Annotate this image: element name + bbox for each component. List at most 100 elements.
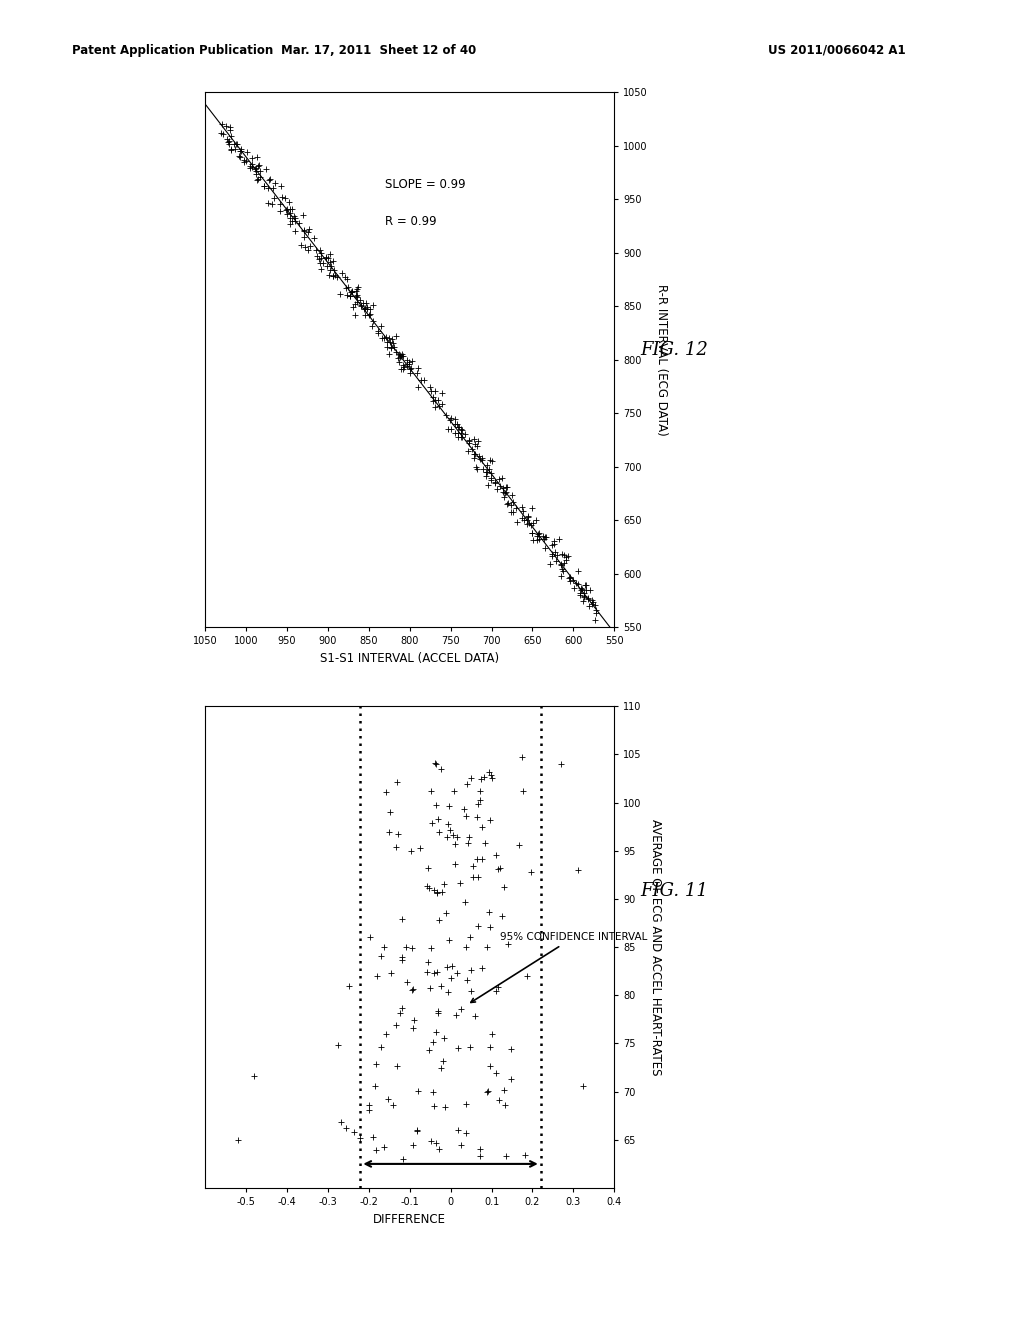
Point [341, 975, 357, 997]
Point [379, 331, 395, 352]
Point [434, 1051, 451, 1072]
Point [567, 572, 584, 593]
Point [365, 310, 381, 331]
Point [530, 529, 547, 550]
Point [449, 413, 465, 434]
Text: US 2011/0066042 A1: US 2011/0066042 A1 [768, 44, 905, 57]
Point [500, 492, 516, 513]
Point [394, 1148, 411, 1170]
Point [494, 467, 510, 488]
Point [467, 1006, 483, 1027]
Point [345, 297, 361, 318]
Point [287, 211, 303, 232]
Point [244, 148, 260, 169]
Point [226, 139, 243, 160]
Point [443, 408, 460, 429]
Point [352, 296, 369, 317]
Point [362, 298, 379, 319]
Point [427, 396, 443, 417]
Point [344, 281, 360, 302]
Point [560, 568, 577, 589]
Point [498, 1146, 514, 1167]
Point [519, 513, 536, 535]
Point [361, 304, 378, 325]
Point [587, 610, 603, 631]
Point [481, 809, 498, 830]
Point [438, 404, 455, 425]
Point [450, 1119, 466, 1140]
Point [410, 358, 426, 379]
Point [404, 937, 421, 958]
Point [398, 354, 415, 375]
Text: FIG. 11: FIG. 11 [640, 882, 708, 900]
Point [496, 1080, 512, 1101]
Point [522, 862, 539, 883]
Point [333, 1111, 349, 1133]
Point [282, 207, 298, 228]
Point [492, 475, 508, 496]
Point [440, 418, 457, 440]
Point [473, 849, 489, 870]
Point [390, 824, 407, 845]
Point [496, 486, 512, 507]
Point [554, 558, 570, 579]
Point [378, 781, 394, 803]
Point [439, 813, 456, 834]
Point [483, 451, 500, 473]
Point [280, 198, 296, 219]
Point [318, 247, 335, 268]
Point [478, 1082, 495, 1104]
Point [214, 123, 230, 144]
Point [256, 176, 272, 197]
Point [439, 956, 456, 977]
Point [271, 201, 288, 222]
Point [406, 978, 422, 999]
Point [520, 512, 537, 533]
Point [537, 527, 553, 548]
Point [409, 1119, 425, 1140]
Point [572, 585, 589, 606]
Point [249, 170, 265, 191]
Point [394, 343, 411, 364]
Point [524, 498, 541, 519]
Point [486, 471, 503, 492]
Point [327, 265, 343, 286]
Point [422, 978, 438, 999]
Point [504, 484, 520, 506]
Point [496, 876, 512, 898]
Point [426, 1096, 442, 1117]
Point [383, 337, 399, 358]
Point [421, 878, 437, 899]
Point [313, 248, 330, 269]
Point [471, 449, 487, 470]
Point [393, 946, 410, 968]
Point [560, 545, 577, 566]
Point [239, 141, 255, 162]
Point [469, 436, 485, 457]
Point [588, 599, 604, 620]
Point [369, 1053, 385, 1074]
Point [361, 927, 378, 948]
Point [252, 161, 268, 182]
Point [427, 754, 443, 775]
Point [314, 252, 331, 273]
Point [462, 927, 478, 948]
Point [409, 1121, 425, 1142]
Point [385, 1094, 401, 1115]
Point [472, 789, 488, 810]
Point [300, 239, 316, 260]
Point [413, 370, 429, 391]
Point [232, 147, 249, 168]
Point [252, 166, 268, 187]
Point [557, 546, 573, 568]
Point [242, 157, 258, 178]
Point [423, 937, 439, 958]
Point [498, 1094, 514, 1115]
Point [481, 762, 498, 783]
Point [460, 833, 476, 854]
Point [458, 1123, 474, 1144]
Point [265, 187, 282, 209]
Point [424, 812, 440, 833]
Point [428, 1133, 444, 1154]
Point [395, 359, 412, 380]
